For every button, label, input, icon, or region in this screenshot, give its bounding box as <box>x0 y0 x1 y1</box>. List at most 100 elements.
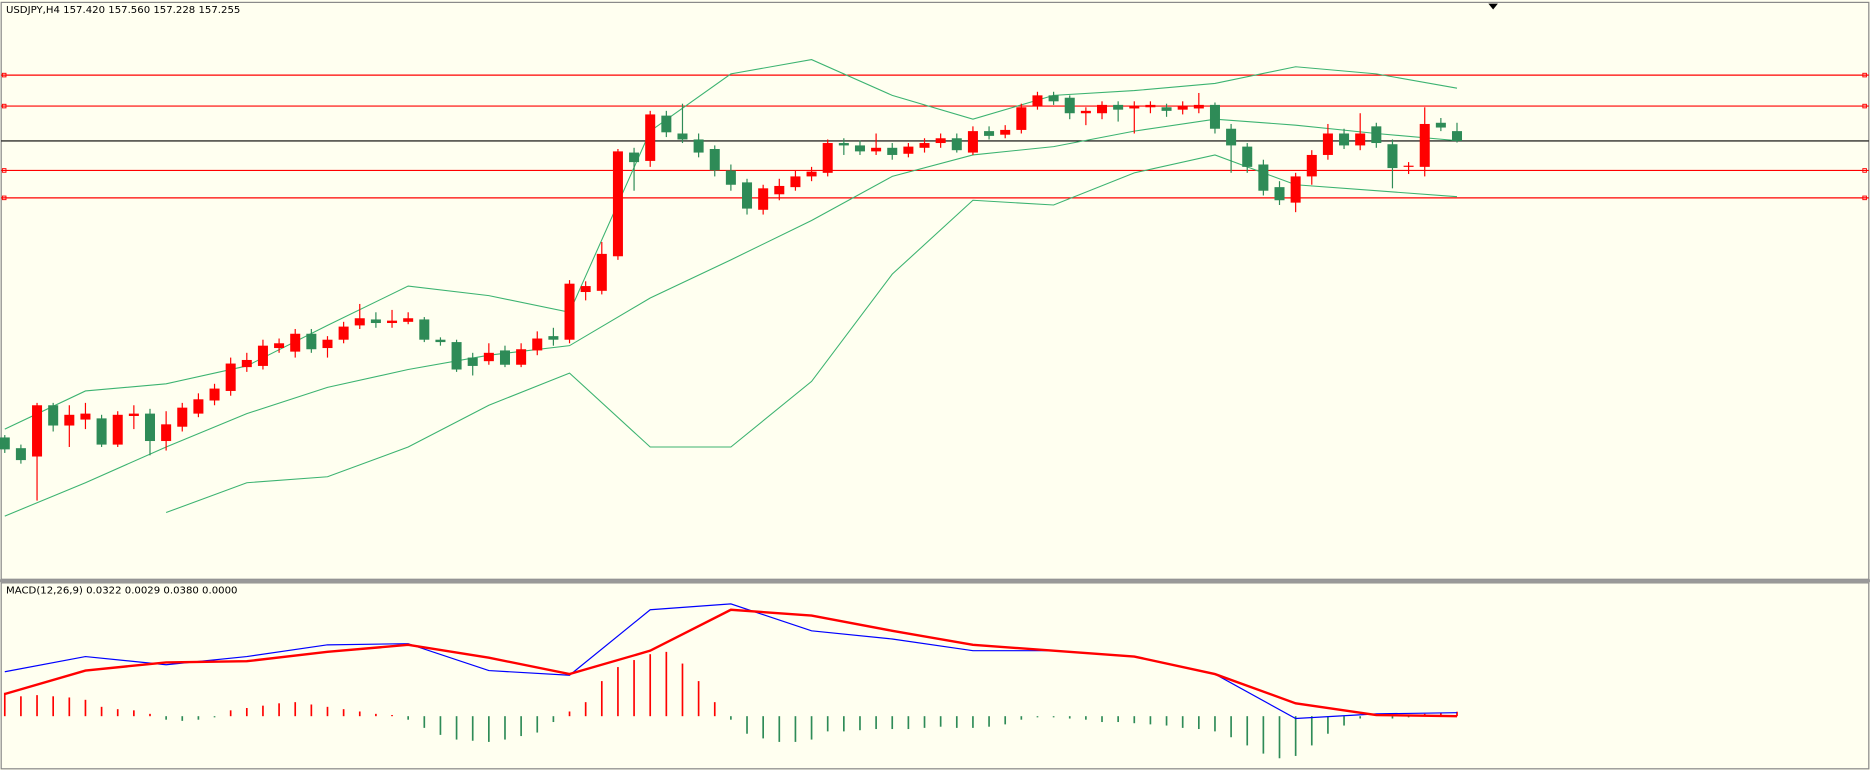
candle-body <box>1193 104 1204 109</box>
candle-body <box>419 319 430 340</box>
candle-body <box>64 414 75 426</box>
candle-body <box>1387 144 1398 169</box>
candle-body <box>1290 176 1301 203</box>
candle-body <box>451 342 462 370</box>
candle-body <box>629 152 640 163</box>
price-pane-border <box>0 1 1870 580</box>
bollinger-band <box>165 154 1458 514</box>
candle-body <box>467 357 478 366</box>
candle-body <box>483 352 494 362</box>
candle-body <box>532 338 543 351</box>
candle-body <box>48 405 59 426</box>
candle-body <box>1016 107 1027 130</box>
candle-body <box>580 286 591 293</box>
candle-body <box>306 333 317 350</box>
candle-body <box>1322 133 1333 155</box>
candle-body <box>758 188 769 210</box>
plot-layer <box>0 59 1869 759</box>
candle-body <box>612 151 623 257</box>
candle-body <box>871 147 882 152</box>
candle-body <box>1113 104 1124 110</box>
candle-body <box>1451 131 1463 141</box>
candle-body <box>354 318 365 326</box>
candle-body <box>661 115 672 133</box>
candle-body <box>1177 106 1188 110</box>
candle-body <box>32 405 43 457</box>
candle-body <box>1403 165 1414 167</box>
candle-body <box>387 320 398 324</box>
candle-body <box>742 182 753 209</box>
candle-body <box>903 146 914 154</box>
candle-body <box>338 326 349 340</box>
candle-body <box>1080 110 1091 114</box>
candle-body <box>1339 133 1350 146</box>
candle-body <box>370 319 381 324</box>
candle-body <box>1371 126 1382 144</box>
candle-body <box>499 350 510 365</box>
candle-body <box>1242 146 1253 167</box>
level-handle <box>1 72 7 78</box>
level-handle <box>1 168 7 173</box>
candle-body <box>209 388 220 401</box>
candle-body <box>435 339 446 343</box>
candle-body <box>1145 104 1156 108</box>
candle-body <box>0 437 10 450</box>
candle-body <box>161 424 172 442</box>
level-handle <box>1862 103 1867 109</box>
candle-body <box>548 336 559 340</box>
candle-body <box>112 414 123 445</box>
level-handle <box>1 103 7 109</box>
candle-body <box>709 148 720 171</box>
candle-body <box>257 345 268 366</box>
candle-body <box>144 413 156 442</box>
candle-body <box>887 147 898 155</box>
macd-title: MACD(12,26,9) 0.0322 0.0029 0.0380 0.000… <box>6 586 238 597</box>
pane-separator <box>0 579 1870 583</box>
candle-body <box>806 171 817 177</box>
candle-body <box>838 143 849 146</box>
candle-body <box>854 145 865 152</box>
candle-body <box>290 333 301 352</box>
level-handle <box>1862 72 1867 78</box>
candle-body <box>403 318 414 322</box>
candle-body <box>774 185 785 195</box>
shift-marker <box>1488 3 1498 10</box>
candle-body <box>919 143 930 148</box>
candle-body <box>274 343 285 349</box>
candle-body <box>96 418 107 445</box>
level-handle <box>1862 195 1867 201</box>
candle-body <box>177 407 188 427</box>
candle-body <box>128 413 139 416</box>
candle-body <box>677 133 688 140</box>
candle-body <box>596 253 607 291</box>
candle-body <box>80 413 91 420</box>
candle-body <box>725 170 736 185</box>
candle-body <box>241 359 252 368</box>
candle-body <box>1097 104 1108 114</box>
macd-pane-border <box>0 582 1870 770</box>
candle-body <box>693 139 704 153</box>
candle-body <box>1274 187 1285 201</box>
candle-body <box>645 114 656 161</box>
level-handle <box>1 195 7 201</box>
candle-body <box>15 448 26 461</box>
candle-body <box>935 138 946 144</box>
candle-body <box>1048 95 1059 102</box>
candle-body <box>790 176 801 188</box>
candle-body <box>1161 107 1172 111</box>
candle-body <box>967 131 978 153</box>
candle-body <box>1000 129 1011 135</box>
candle-body <box>1258 164 1269 191</box>
candle-body <box>1209 104 1220 129</box>
candle-body <box>225 363 236 391</box>
candle-body <box>822 143 833 173</box>
candle-body <box>1064 97 1075 114</box>
candle-body <box>951 138 962 151</box>
candle-body <box>1435 122 1446 128</box>
candle-body <box>193 399 204 414</box>
candle-body <box>516 349 527 365</box>
candle-body <box>1419 123 1430 167</box>
